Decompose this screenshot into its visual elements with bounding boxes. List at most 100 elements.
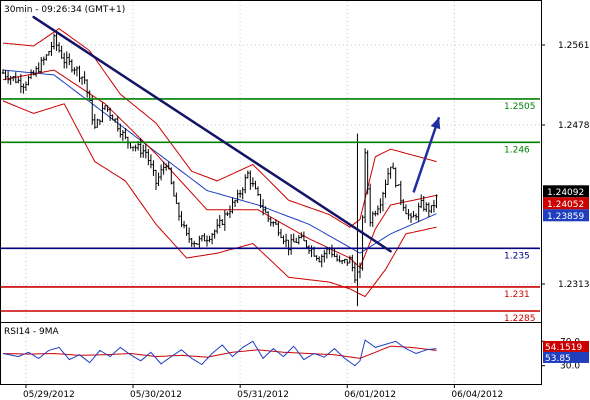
price-bar	[29, 69, 33, 80]
price-bar	[374, 210, 377, 217]
price-tag-box	[543, 197, 589, 210]
time-axis: 05/29/2012 05/30/2012 05/31/2012 06/01/2012…	[23, 384, 503, 400]
price-bar	[340, 259, 344, 265]
price-bar	[264, 206, 267, 213]
price-bar	[414, 213, 418, 221]
support-resistance-levels: 1.2505 1.246 1.235 1.231 1.2285	[1, 98, 540, 324]
price-bar	[246, 170, 249, 179]
rsi-value-box	[543, 351, 589, 363]
price-bars	[1, 32, 438, 307]
price-bar	[391, 162, 395, 170]
price-bar	[256, 186, 260, 197]
price-bar	[19, 73, 23, 94]
price-bar	[103, 105, 107, 111]
price-bar	[190, 237, 193, 247]
price-bar	[233, 199, 237, 207]
price-bar	[241, 187, 244, 200]
price-bar	[279, 228, 283, 239]
price-bar	[142, 144, 145, 158]
price-bar	[420, 194, 423, 209]
time-tick-label: 06/04/2012	[451, 390, 503, 400]
price-bar	[40, 57, 43, 74]
time-tick-label: 05/30/2012	[130, 390, 182, 400]
price-bar	[274, 219, 278, 225]
level-label: 1.235	[504, 251, 530, 261]
bollinger-lower-line	[2, 100, 437, 298]
price-bar	[236, 189, 239, 204]
price-bar	[292, 233, 295, 243]
price-bar	[353, 262, 357, 283]
price-bar	[116, 115, 119, 132]
price-bar	[238, 190, 242, 198]
price-bar	[85, 79, 89, 98]
price-axis: 1.2561 1.2478 1.2313 1.24092 1.24052 1.23859	[541, 41, 590, 290]
price-bar	[78, 65, 81, 83]
price-bar	[226, 211, 229, 217]
price-bar	[430, 204, 433, 214]
price-bar	[300, 232, 303, 239]
price-bar	[295, 237, 298, 243]
price-bar	[106, 105, 109, 112]
price-bar	[363, 148, 367, 224]
price-bar	[432, 199, 436, 213]
price-bar	[144, 144, 147, 159]
rsi-tick-label: 30.0	[560, 362, 580, 372]
price-bar	[348, 255, 351, 264]
price-bar	[185, 224, 188, 236]
price-bar	[14, 72, 17, 84]
price-bar	[157, 172, 160, 187]
rsi-value-tag: 54.1519	[543, 340, 589, 353]
price-bar	[91, 95, 94, 125]
rsi-title: RSI14 - 9MA	[4, 327, 60, 337]
price-bar	[277, 220, 280, 237]
price-bar	[101, 102, 104, 123]
price-bar	[338, 255, 341, 263]
price-bar	[318, 256, 321, 263]
price-bar	[369, 183, 372, 227]
price-bar	[254, 180, 257, 190]
price-bar	[210, 232, 214, 245]
price-tag: 1.24092	[543, 185, 589, 198]
price-bar	[162, 161, 165, 175]
price-bar	[147, 149, 150, 166]
price-bar	[6, 70, 10, 84]
price-bar	[289, 234, 293, 255]
price-bar	[45, 54, 48, 61]
price-tag-label: 1.23859	[547, 212, 584, 222]
time-tick-label: 05/31/2012	[237, 390, 289, 400]
price-tag: 1.23859	[543, 209, 589, 222]
price-bar	[223, 209, 227, 231]
price-bar	[205, 235, 209, 247]
price-bar	[386, 168, 390, 185]
price-bar	[404, 204, 408, 215]
price-bar	[269, 217, 272, 227]
price-bar	[417, 202, 420, 222]
price-bar	[187, 227, 191, 243]
grid	[3, 1, 540, 384]
price-bar	[203, 233, 206, 242]
price-bar	[361, 215, 364, 271]
level-label: 1.2505	[504, 102, 536, 112]
price-bar	[50, 41, 53, 56]
indicator-lines	[2, 27, 437, 298]
price-bar	[63, 52, 66, 69]
forecast-arrow-head	[430, 117, 441, 130]
price-bar	[175, 192, 178, 204]
price-bar	[65, 51, 68, 69]
time-tick-label: 05/29/2012	[23, 390, 75, 400]
price-bar	[389, 166, 392, 179]
price-bar	[198, 235, 201, 248]
level-label: 1.2285	[504, 314, 536, 324]
price-bar	[267, 211, 270, 223]
price-bar	[177, 202, 181, 221]
price-bar	[343, 258, 346, 264]
price-bar	[83, 71, 86, 85]
price-bar	[216, 218, 219, 234]
moving-average-fast	[2, 69, 437, 269]
price-bar	[284, 233, 288, 248]
price-tick-label: 1.2478	[558, 121, 590, 131]
price-bar	[356, 133, 359, 307]
level-label: 1.231	[504, 290, 530, 300]
forecast-arrow-shaft	[412, 116, 441, 193]
